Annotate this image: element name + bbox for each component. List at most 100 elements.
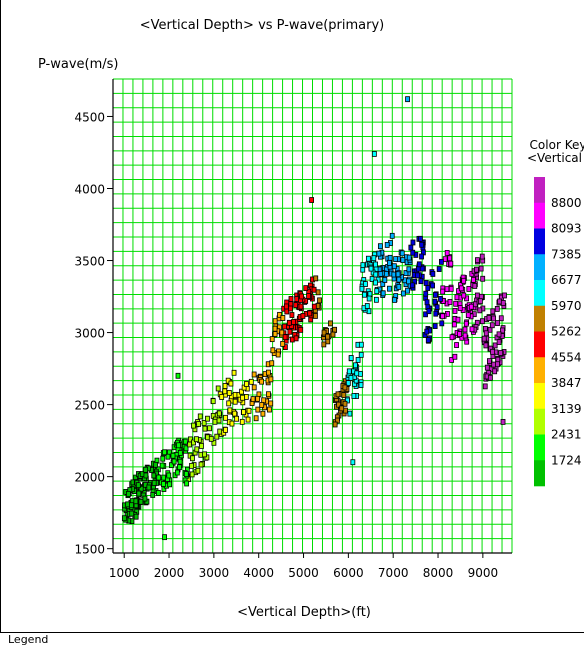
data-point [466, 286, 472, 292]
data-point [228, 380, 234, 387]
data-point [479, 318, 485, 325]
data-point [492, 368, 498, 375]
data-point [174, 469, 180, 476]
data-point [444, 250, 450, 256]
data-point [455, 316, 461, 323]
data-point [471, 276, 476, 283]
data-point [272, 318, 278, 325]
data-point [282, 344, 288, 351]
data-point [415, 272, 421, 279]
data-point [199, 443, 204, 449]
color-key-swatch [534, 383, 545, 410]
data-point [170, 452, 176, 459]
data-point [280, 340, 286, 347]
data-point [212, 418, 218, 425]
data-point [161, 474, 167, 481]
data-point [335, 391, 341, 398]
color-key-swatch [534, 177, 545, 204]
data-point [176, 442, 181, 449]
y-tick-label: 3500 [74, 255, 105, 269]
data-point [400, 257, 406, 263]
data-point [432, 323, 438, 329]
data-point [425, 337, 431, 343]
data-point [195, 467, 201, 474]
data-point [259, 402, 265, 408]
data-point [502, 292, 507, 299]
data-point [272, 325, 278, 332]
data-point [363, 281, 368, 287]
data-point [330, 331, 336, 338]
data-point [196, 421, 202, 427]
data-point [461, 292, 467, 299]
data-point [365, 255, 371, 262]
data-point [222, 388, 228, 395]
data-point [462, 332, 468, 339]
data-point [160, 455, 166, 462]
data-point [300, 313, 306, 319]
data-point [239, 418, 245, 425]
data-point [348, 355, 354, 361]
data-point [189, 471, 195, 478]
data-point [253, 415, 259, 422]
data-point [434, 304, 440, 311]
data-point [424, 299, 430, 306]
data-point [135, 482, 141, 489]
data-point [440, 313, 445, 320]
x-tick-label: 5000 [288, 566, 319, 580]
color-key: Color Key <Vertical Depth>( 8800 8093 7385… [527, 138, 584, 487]
data-point [138, 498, 144, 505]
data-point [346, 368, 352, 375]
data-point [259, 378, 265, 385]
y-tick-label: 2500 [74, 399, 105, 413]
data-point [498, 315, 504, 322]
color-key-label: 5262 [551, 325, 582, 339]
data-point [251, 384, 257, 391]
data-point [495, 320, 500, 327]
data-point [313, 275, 319, 282]
data-point [191, 439, 196, 446]
data-point [389, 232, 395, 239]
data-point [373, 261, 378, 268]
scatter-chart: 1500 2000 2500 3000 3500 4000 4500 1000 2000 3000… [38, 18, 584, 620]
data-point [234, 415, 240, 422]
data-point [369, 276, 375, 282]
data-point [226, 400, 232, 407]
data-point [444, 286, 450, 293]
data-point [129, 510, 135, 517]
data-point [184, 480, 190, 487]
data-point [419, 265, 425, 272]
color-key-swatch [534, 408, 545, 435]
data-point [313, 313, 318, 319]
data-point [465, 312, 471, 319]
data-point [190, 455, 195, 462]
data-point [162, 449, 168, 456]
data-point [438, 295, 443, 302]
data-point [496, 331, 502, 338]
data-point [484, 364, 490, 371]
data-point [142, 495, 148, 502]
data-point [371, 151, 377, 157]
data-point [232, 410, 238, 417]
data-point [418, 278, 424, 285]
data-point [426, 308, 432, 315]
data-point [462, 326, 468, 333]
data-point [448, 285, 454, 292]
data-point [351, 393, 357, 399]
x-tick-label: 1000 [109, 566, 140, 580]
data-point [368, 265, 374, 272]
data-point [288, 305, 293, 312]
y-axis-label: P-wave(m/s) [38, 57, 119, 72]
data-point [387, 285, 392, 292]
data-point [468, 303, 474, 310]
data-point [268, 400, 274, 407]
data-point [425, 285, 431, 291]
data-point [125, 501, 131, 508]
color-key-swatch [534, 202, 545, 229]
data-point [244, 381, 249, 387]
data-point [496, 339, 502, 345]
data-point [491, 315, 497, 322]
data-point [241, 409, 247, 416]
data-point [430, 271, 436, 277]
data-point [353, 362, 358, 369]
data-point [217, 428, 223, 435]
